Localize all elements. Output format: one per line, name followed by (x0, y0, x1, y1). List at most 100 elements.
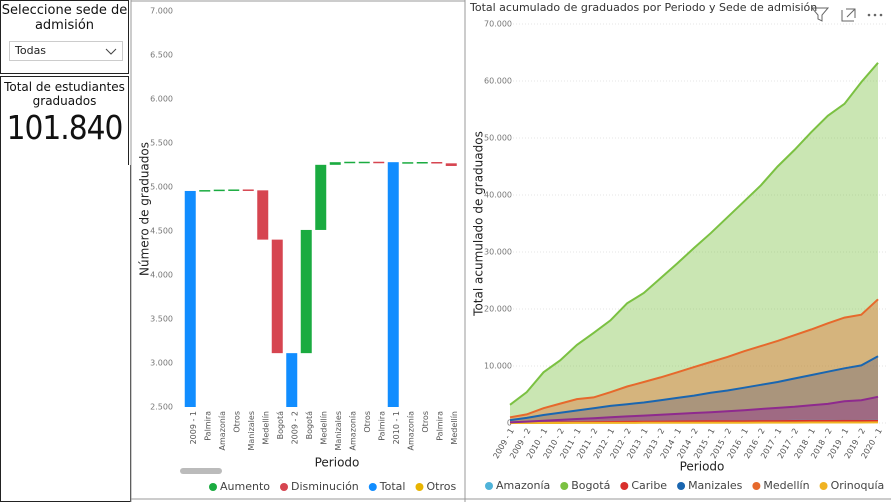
x-tick-label: Manizales (334, 411, 343, 451)
legend-marker (620, 482, 629, 490)
y-tick-label: 6.000 (150, 95, 173, 104)
y-axis-label: Número de graduados (138, 142, 152, 276)
card: Total de estudiantes graduados 101.840 (0, 76, 129, 166)
blank-panel (0, 165, 131, 502)
legend-marker (415, 483, 424, 491)
x-tick-label: Palmira (377, 411, 386, 441)
x-tick-label: Medellín (450, 411, 459, 445)
bar (416, 162, 428, 164)
x-axis-label: Periodo (680, 460, 725, 474)
legend-marker (819, 482, 828, 490)
legend-label: Disminución (291, 480, 359, 493)
x-tick-label: Bogotá (305, 411, 314, 439)
x-tick-label: Amazonía (348, 411, 357, 451)
bar (387, 162, 399, 407)
legend-marker (485, 482, 493, 490)
bar (286, 353, 298, 407)
bar (228, 189, 240, 191)
bar (431, 162, 443, 164)
bar (184, 190, 196, 407)
y-axis-label: Total acumulado de graduados (472, 131, 486, 317)
y-tick-label: 30.000 (484, 248, 512, 257)
legend-marker (677, 482, 686, 490)
x-axis-label: Periodo (315, 456, 360, 470)
card-label: Total de estudiantes graduados (4, 80, 125, 108)
y-tick-label: 7.000 (150, 7, 173, 16)
legend-marker (560, 482, 569, 490)
slicer-dropdown[interactable]: Todas (9, 41, 123, 61)
legend-label: Total (379, 480, 406, 493)
y-tick-label: 4.000 (150, 271, 173, 280)
legend-label: Amazonía (496, 479, 550, 492)
x-tick-label: Amazonía (406, 411, 415, 451)
x-tick-label: 2009 - 1 (189, 411, 198, 444)
bar (242, 189, 254, 191)
legend-label: Orinoquía (831, 479, 885, 492)
y-tick-label: 0 (507, 419, 512, 428)
slicer-value: Todas (15, 44, 47, 57)
slicer-title: Seleccione sede de admisión (1, 3, 128, 33)
y-tick-label: 2.500 (150, 403, 173, 412)
card-value: 101.840 (6, 108, 124, 147)
line (509, 355, 879, 422)
x-tick-label: Palmira (203, 411, 212, 441)
y-tick-label: 5.500 (150, 139, 173, 148)
bar (300, 229, 312, 354)
y-tick-label: 6.500 (150, 51, 173, 60)
area (510, 396, 878, 423)
line (509, 298, 879, 419)
x-tick-label: 2010 - 1 (392, 411, 401, 444)
y-tick-label: 4.500 (150, 227, 173, 236)
bar (329, 162, 341, 165)
y-tick-label: 20.000 (484, 305, 512, 314)
line (509, 62, 879, 406)
bar (271, 239, 283, 354)
legend-marker (368, 483, 377, 491)
line (510, 421, 879, 424)
legend-label: Bogotá (571, 479, 610, 492)
x-tick-label: Otros (421, 411, 430, 433)
area (510, 62, 878, 424)
scrollbar[interactable] (180, 468, 222, 474)
x-tick-label: 2009 - 2 (290, 411, 299, 444)
y-tick-label: 40.000 (484, 191, 512, 200)
x-tick-label: Amazonía (218, 411, 227, 451)
legend-label: Aumento (220, 480, 270, 493)
y-tick-label: 3.500 (150, 315, 173, 324)
bar (199, 190, 211, 192)
y-tick-label: 3.000 (150, 359, 173, 368)
bar (358, 161, 370, 164)
bar (445, 163, 457, 166)
area (510, 299, 878, 423)
y-tick-label: 70.000 (484, 20, 512, 29)
legend-marker (280, 483, 288, 491)
focus-icon[interactable] (841, 8, 856, 22)
plot: 2009 - 1 Palmira Amazonía Otros Manizales Med… (184, 161, 459, 451)
bar (344, 161, 356, 164)
legend-marker (752, 482, 761, 490)
legend-marker (209, 483, 217, 491)
y-tick-label: 60.000 (484, 77, 512, 86)
dropdown-arrow (105, 48, 117, 55)
y-tick-label: 50.000 (484, 134, 512, 143)
filter-icon[interactable] (810, 7, 830, 22)
y-tick-label: 5.000 (150, 183, 173, 192)
more-icon[interactable] (867, 13, 883, 17)
area (510, 356, 878, 423)
line (509, 395, 879, 424)
slicer: Seleccione sede de admisión Todas (0, 0, 129, 74)
x-tick-label: Otros (363, 411, 372, 433)
chart-title: Total acumulado de graduados por Periodo… (469, 1, 817, 14)
legend-label: Otros (426, 480, 456, 493)
x-tick-label: Manizales (247, 411, 256, 451)
x-tick-label: Medellín (261, 411, 270, 445)
bar (257, 190, 269, 240)
x-tick-label: Otros (232, 411, 241, 433)
bar (315, 164, 327, 230)
bar (402, 162, 414, 164)
legend-label: Caribe (631, 479, 667, 492)
legend-label: Medellín (763, 479, 809, 492)
x-tick-label: Bogotá (276, 411, 285, 439)
